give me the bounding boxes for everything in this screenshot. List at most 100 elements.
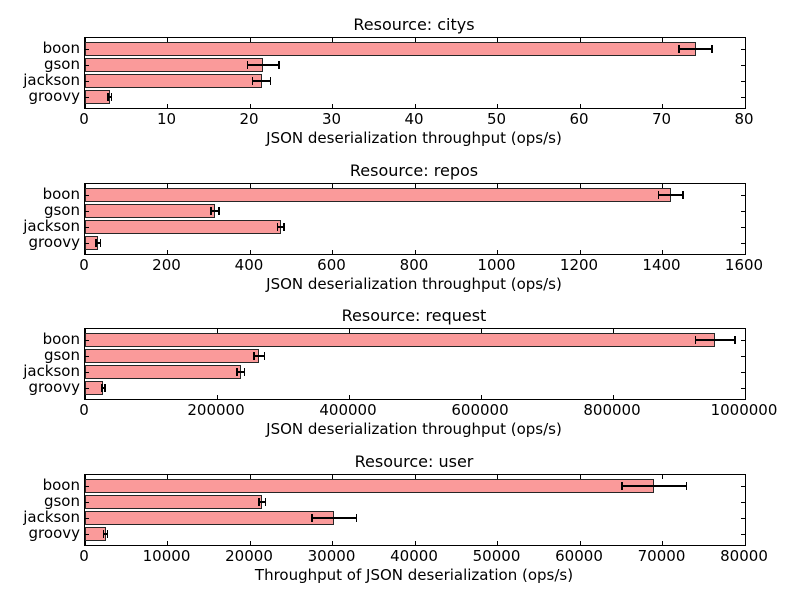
x-tick-mark	[662, 104, 663, 108]
y-category-label: jackson	[23, 508, 80, 526]
x-tick-mark	[249, 184, 251, 188]
x-tick-mark	[249, 104, 251, 108]
error-bar	[236, 371, 245, 373]
x-tick-mark	[579, 104, 581, 108]
error-bar-cap	[685, 482, 688, 490]
y-tick-mark	[741, 533, 745, 535]
error-bar-cap	[682, 191, 684, 199]
y-category-label: groovy	[28, 378, 80, 396]
x-tick-mark	[414, 38, 416, 42]
error-bar-cap	[711, 45, 713, 53]
x-tick-mark	[249, 541, 251, 545]
x-tick-mark	[662, 184, 663, 188]
y-tick-mark	[85, 96, 89, 98]
y-tick-mark	[741, 355, 745, 357]
x-tick-label: 20000	[225, 547, 273, 565]
x-tick-label: 0	[79, 256, 89, 274]
error-bar	[253, 355, 265, 357]
x-axis-label: Throughput of JSON deserialization (ops/…	[254, 566, 574, 584]
x-tick-mark	[332, 541, 333, 545]
x-tick-label: 1000000	[710, 401, 778, 419]
bar-boon	[85, 188, 671, 202]
y-tick-mark	[741, 387, 745, 389]
x-tick-mark	[84, 38, 86, 42]
x-tick-mark	[249, 250, 251, 254]
y-tick-mark	[85, 517, 89, 519]
x-tick-mark	[414, 541, 416, 545]
x-tick-mark	[249, 38, 251, 42]
x-tick-mark	[497, 250, 498, 254]
error-bar	[247, 64, 279, 66]
bar-jackson	[85, 365, 241, 379]
y-tick-mark	[85, 210, 89, 212]
error-bar-cap	[678, 45, 680, 53]
y-category-label: groovy	[28, 524, 80, 542]
bar-gson	[85, 495, 263, 509]
x-tick-mark	[744, 104, 746, 108]
x-tick-mark	[84, 329, 86, 333]
subplot-4: Resource: user boon gson jackson groovy 0 1000…	[0, 451, 800, 596]
x-tick-mark	[497, 104, 498, 108]
subplot-1: Resource: citys boon gson jackson groovy 0 10 2…	[0, 14, 800, 159]
error-bar	[622, 485, 687, 487]
bar-jackson	[85, 74, 262, 88]
subplot-3: Resource: request boon gson jackson groovy 0 2…	[0, 305, 800, 450]
x-tick-label: 60	[569, 110, 589, 128]
bar-jackson	[85, 220, 281, 234]
bar-boon	[85, 333, 716, 347]
x-tick-mark	[84, 395, 86, 399]
x-tick-label: 50000	[472, 547, 521, 565]
x-tick-mark	[167, 250, 168, 254]
error-bar	[311, 517, 357, 519]
x-tick-mark	[497, 541, 498, 545]
error-bar-cap	[95, 239, 97, 247]
x-tick-mark	[414, 184, 416, 188]
bar-gson	[85, 204, 215, 218]
chart-title: Resource: user	[354, 452, 474, 471]
error-bar-cap	[258, 498, 260, 506]
x-tick-label: 20	[239, 110, 259, 128]
x-tick-mark	[579, 541, 581, 545]
x-tick-mark	[332, 104, 333, 108]
error-bar	[210, 210, 220, 212]
error-bar-cap	[104, 384, 106, 392]
x-tick-mark	[480, 395, 482, 399]
x-tick-label: 600000	[451, 401, 509, 419]
x-tick-labels: 0 200000 400000 600000 800000 1000000	[79, 401, 777, 419]
y-category-label: groovy	[28, 87, 80, 105]
y-category-label: gson	[43, 55, 80, 73]
y-tick-mark	[741, 242, 745, 244]
x-tick-labels: 0 10 20 30 40 50 60 70 80	[79, 110, 753, 128]
y-tick-mark	[85, 355, 89, 357]
y-category-label: boon	[42, 39, 80, 57]
x-tick-mark	[744, 250, 746, 254]
bar-jackson	[85, 511, 335, 525]
error-bar	[695, 339, 736, 341]
y-tick-mark	[85, 226, 89, 228]
x-tick-mark	[84, 104, 86, 108]
x-tick-mark	[414, 250, 416, 254]
x-tick-mark	[84, 250, 86, 254]
error-bar-cap	[210, 207, 212, 215]
y-category-label: boon	[42, 185, 80, 203]
error-bar-cap	[355, 514, 358, 522]
x-tick-mark	[662, 541, 663, 545]
y-category-label: jackson	[23, 217, 80, 235]
error-bar-cap	[694, 336, 697, 344]
y-category-label: boon	[42, 330, 80, 348]
bar-gson	[85, 58, 264, 72]
bar-boon	[85, 479, 655, 493]
plot-area	[84, 183, 746, 255]
x-tick-label: 0	[79, 547, 89, 565]
x-tick-label: 30000	[307, 547, 356, 565]
x-tick-mark	[612, 329, 614, 333]
x-tick-mark	[332, 38, 333, 42]
error-bar	[658, 194, 684, 196]
y-tick-mark	[85, 242, 89, 244]
error-bar-cap	[107, 93, 109, 101]
x-tick-mark	[662, 38, 663, 42]
plot-area	[84, 474, 746, 546]
x-tick-mark	[216, 395, 218, 399]
y-tick-mark	[85, 533, 89, 535]
x-tick-mark	[167, 184, 168, 188]
